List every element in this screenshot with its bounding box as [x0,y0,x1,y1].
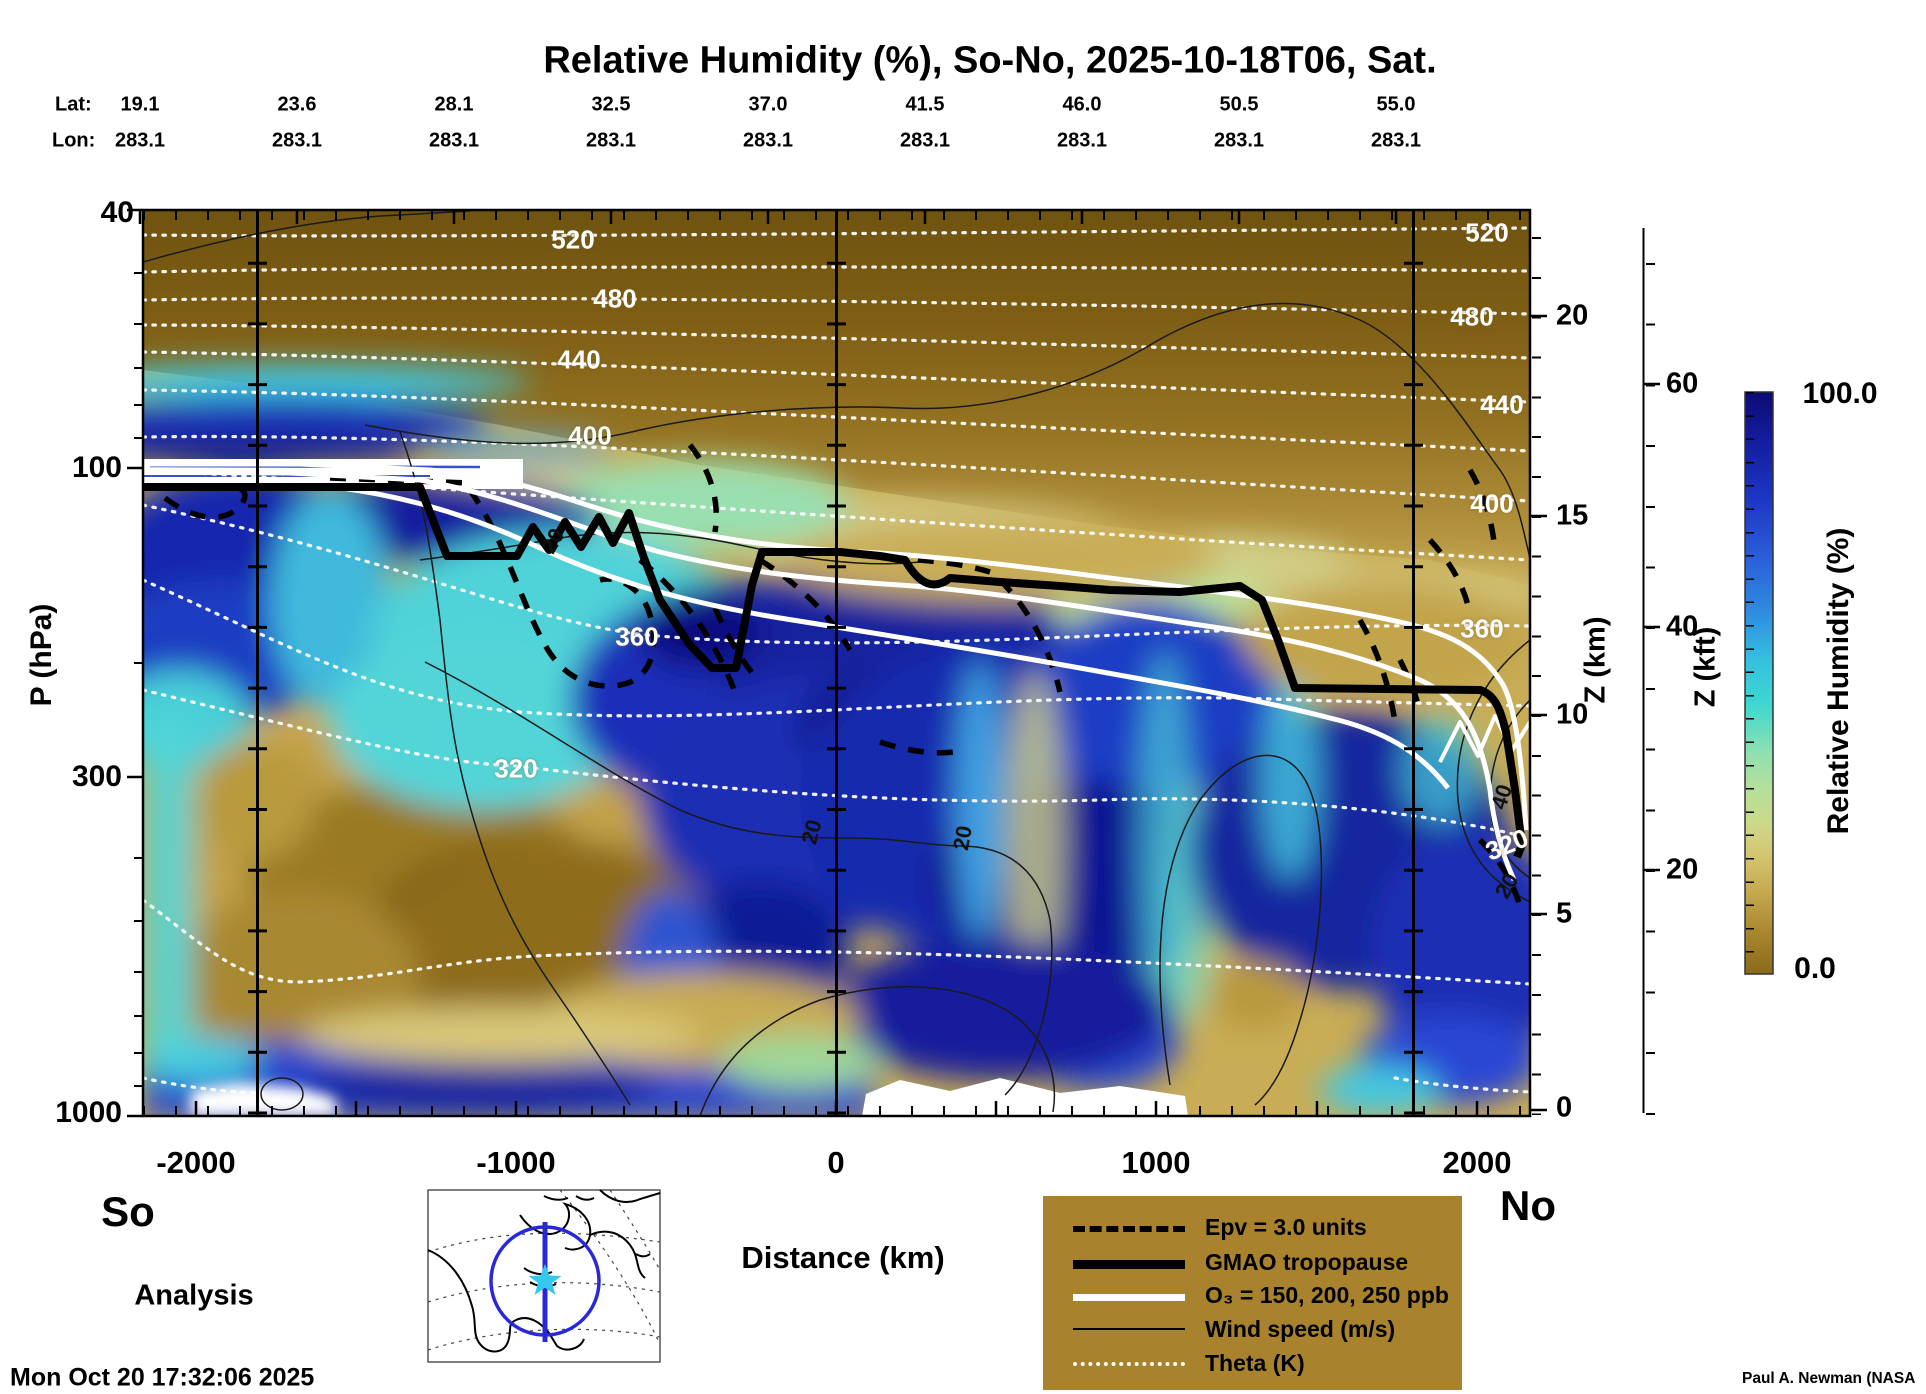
theta-line-sample [1073,1362,1185,1366]
credit: Paul A. Newman (NASA [1742,1370,1916,1387]
theta-label: 440 [557,344,601,375]
lon-value: 283.1 [1370,129,1422,152]
z-kft-axis-label: Z (kft) [1689,626,1722,708]
distance-tick: 1000 [1121,1145,1191,1180]
top-axis-minor-ticks [143,211,1530,220]
z-km-tick: 20 [1556,299,1589,332]
theta-label: 520 [551,224,595,255]
lon-value: 283.1 [1213,129,1265,152]
distance-tick: -2000 [156,1145,236,1180]
z-km-tick: 5 [1556,897,1573,930]
lat-value: 23.6 [277,93,317,116]
lat-value: 55.0 [1376,93,1416,116]
page-title: Relative Humidity (%), So-No, 2025-10-18… [543,39,1437,82]
humidity-field [143,210,1530,1116]
theta-label: 400 [1470,488,1514,519]
waypoint-marker-lines [248,210,1423,1116]
south-endpoint-label: So [101,1188,155,1235]
z-kft-tick: 40 [1666,610,1699,643]
z-km-minor-ticks [1532,237,1541,1115]
epv-line-sample [1073,1226,1185,1232]
lon-value: 283.1 [114,129,166,152]
lat-value: 41.5 [905,93,945,116]
lon-row-label: Lon: [52,129,96,152]
lon-value: 283.1 [585,129,637,152]
colorbar-label: Relative Humidity (%) [1822,527,1855,835]
lat-value: 37.0 [748,93,788,116]
bottom-axis-minor-ticks [143,1106,1530,1115]
z-km-tick: 15 [1556,499,1589,532]
pressure-tick: 1000 [55,1096,122,1129]
theta-label: 320 [494,753,538,784]
z-kft-minor-ticks [1646,263,1655,1115]
z-kft-tick: 60 [1666,367,1699,400]
north-endpoint-label: No [1500,1182,1556,1229]
pressure-tick: 40 [100,196,134,229]
legend-label: Epv = 3.0 units [1205,1214,1367,1240]
z-km-tick: 10 [1556,698,1589,731]
lon-value: 283.1 [742,129,794,152]
wind-line-sample [1073,1328,1185,1330]
lon-value: 283.1 [1056,129,1108,152]
lat-value: 50.5 [1219,93,1259,116]
map-center-star [528,1264,562,1295]
lat-value: 46.0 [1062,93,1102,116]
ozone-line-sample [1073,1294,1185,1301]
theta-label: 520 [1465,217,1509,248]
z-km-axis-label: Z (km) [1579,616,1612,704]
legend-label: O₃ = 150, 200, 250 ppb [1205,1282,1449,1308]
tropopause-line-sample [1073,1260,1185,1269]
inset-map [427,1189,661,1363]
legend-label: Theta (K) [1205,1350,1305,1376]
lat-value: 19.1 [120,93,160,116]
theta-label: 440 [1480,389,1524,420]
pressure-axis-label: P (hPa) [25,603,58,707]
pressure-tick: 300 [71,760,122,793]
theta-label: 360 [1460,613,1504,644]
z-kft-tick: 20 [1666,853,1699,886]
wind-label: 20 [948,823,977,853]
run-type-label: Analysis [134,1279,254,1312]
legend-label: GMAO tropopause [1205,1249,1409,1275]
ozone-contours [143,461,1530,882]
lon-value: 283.1 [428,129,480,152]
theta-label: 480 [593,283,637,314]
pressure-tick: 100 [71,451,122,484]
distance-tick: 2000 [1442,1145,1512,1180]
legend-box: Epv = 3.0 units GMAO tropopause O₃ = 150… [1043,1196,1462,1390]
lat-row-label: Lat: [55,93,92,116]
lon-value: 283.1 [899,129,951,152]
distance-axis-label: Distance (km) [741,1240,945,1275]
epv-contours [163,443,1523,907]
theta-label: 480 [1450,301,1494,332]
lon-value: 283.1 [271,129,323,152]
tropopause-line [143,483,1526,859]
lat-value: 28.1 [434,93,474,116]
theta-label: 400 [568,420,612,451]
lat-value: 32.5 [591,93,631,116]
z-km-tick: 0 [1556,1091,1573,1124]
legend-label: Wind speed (m/s) [1205,1316,1396,1342]
theta-label: 360 [615,621,659,652]
distance-tick: 0 [827,1145,845,1180]
distance-tick: -1000 [476,1145,556,1180]
timestamp: Mon Oct 20 17:32:06 2025 [10,1363,315,1392]
colorbar-max: 100.0 [1802,377,1878,410]
colorbar-ticks [1746,392,1754,974]
colorbar-min: 0.0 [1794,952,1836,985]
